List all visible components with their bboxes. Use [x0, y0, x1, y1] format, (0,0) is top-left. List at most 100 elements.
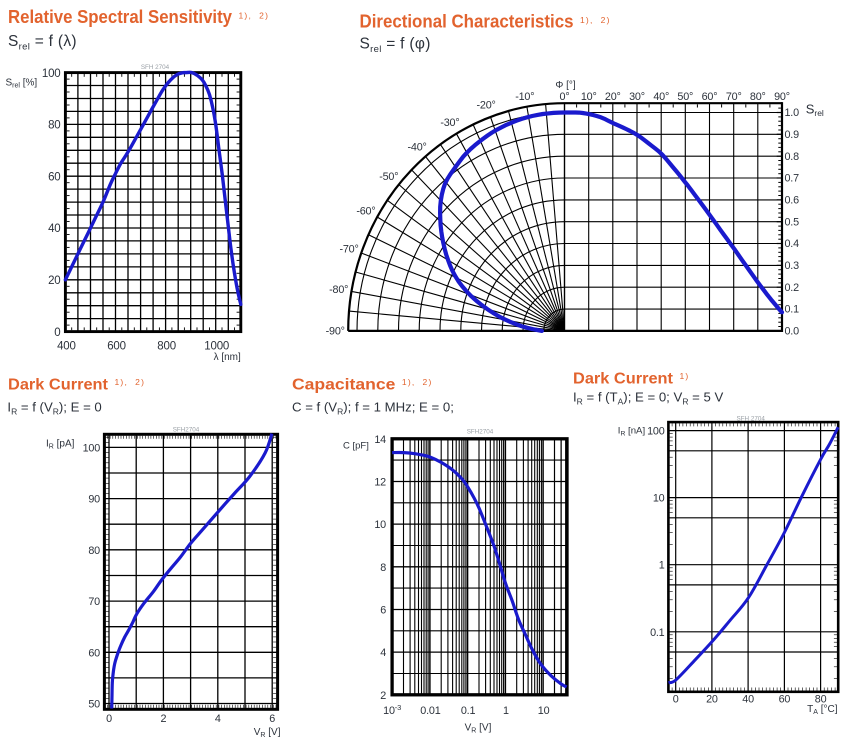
svg-text:10-3: 10-3 — [383, 703, 401, 717]
svg-text:0.5: 0.5 — [785, 216, 800, 228]
svg-text:SFH2704: SFH2704 — [173, 427, 200, 434]
svg-text:Capacitance: Capacitance — [292, 376, 396, 393]
svg-text:0.6: 0.6 — [785, 195, 800, 207]
svg-text:40: 40 — [742, 694, 754, 706]
svg-text:20: 20 — [48, 275, 60, 287]
svg-text:TA [°C]: TA [°C] — [807, 704, 838, 716]
svg-text:SFH 2704: SFH 2704 — [737, 416, 766, 423]
svg-text:100: 100 — [42, 68, 61, 80]
svg-text:Srel [%]: Srel [%] — [6, 78, 38, 90]
svg-text:0.0: 0.0 — [785, 326, 800, 338]
svg-text:12: 12 — [374, 477, 386, 489]
svg-text:SFH 2704: SFH 2704 — [141, 64, 170, 71]
svg-text:SFH2704: SFH2704 — [467, 429, 494, 436]
svg-text:80°: 80° — [750, 91, 766, 103]
svg-text:20°: 20° — [605, 91, 621, 103]
svg-text:8: 8 — [380, 562, 386, 574]
svg-text:1000: 1000 — [204, 341, 229, 353]
svg-text:14: 14 — [374, 434, 386, 446]
svg-text:60: 60 — [48, 171, 60, 183]
svg-text:4: 4 — [380, 647, 386, 659]
svg-text:60°: 60° — [702, 91, 718, 103]
svg-text:IR​ = f (TA​); E = 0; VR​ = 5: IR​ = f (TA​); E = 0; VR​ = 5 V — [573, 389, 723, 406]
svg-text:10: 10 — [374, 519, 386, 531]
svg-text:Srel​ = f (φ): Srel​ = f (φ) — [360, 36, 431, 56]
svg-text:1): 1) — [680, 371, 690, 381]
svg-text:80: 80 — [815, 694, 827, 706]
svg-text:C = f (VR​); f = 1 MHz; E = 0;: C = f (VR​); f = 1 MHz; E = 0; — [292, 399, 454, 416]
svg-text:50: 50 — [88, 699, 100, 711]
svg-text:20: 20 — [706, 694, 718, 706]
svg-text:0°: 0° — [560, 91, 570, 103]
svg-text:70°: 70° — [726, 91, 742, 103]
svg-text:0.01: 0.01 — [420, 705, 440, 717]
svg-text:10: 10 — [653, 493, 665, 505]
svg-text:2: 2 — [380, 690, 386, 702]
svg-text:Srel​ = f (λ): Srel​ = f (λ) — [8, 33, 77, 53]
svg-text:60: 60 — [779, 694, 791, 706]
svg-text:90: 90 — [88, 494, 100, 506]
svg-text:80: 80 — [48, 120, 60, 132]
svg-text:-20°: -20° — [477, 100, 496, 112]
svg-text:400: 400 — [57, 341, 76, 353]
svg-text:1), 2): 1), 2) — [402, 377, 433, 387]
svg-text:600: 600 — [107, 341, 126, 353]
svg-text:10°: 10° — [581, 91, 597, 103]
svg-text:IR [pA]: IR [pA] — [46, 438, 75, 450]
svg-text:Dark Current: Dark Current — [8, 376, 108, 393]
svg-text:800: 800 — [157, 341, 176, 353]
svg-text:0: 0 — [673, 694, 679, 706]
svg-text:0: 0 — [106, 713, 112, 725]
svg-text:Dark Current: Dark Current — [573, 371, 673, 388]
svg-text:IR [nA]: IR [nA] — [618, 426, 645, 438]
svg-text:100: 100 — [83, 442, 101, 454]
svg-text:6: 6 — [269, 713, 275, 725]
svg-text:1.0: 1.0 — [785, 107, 800, 119]
svg-text:-90°: -90° — [326, 326, 345, 338]
svg-text:0.1: 0.1 — [461, 705, 476, 717]
svg-text:-60°: -60° — [356, 205, 375, 217]
svg-text:VR [V]: VR [V] — [465, 723, 492, 735]
svg-text:λ [nm]: λ [nm] — [214, 352, 241, 363]
svg-text:40: 40 — [48, 223, 60, 235]
svg-text:0.8: 0.8 — [785, 151, 800, 163]
svg-text:-50°: -50° — [379, 171, 398, 183]
svg-text:Srel: Srel — [806, 101, 824, 118]
svg-text:-10°: -10° — [515, 91, 534, 103]
svg-text:Φ [°]: Φ [°] — [555, 80, 576, 91]
svg-text:1), 2): 1), 2) — [115, 377, 146, 387]
svg-text:70: 70 — [88, 596, 100, 608]
svg-text:0: 0 — [54, 327, 60, 339]
svg-text:2: 2 — [160, 713, 166, 725]
svg-text:90°: 90° — [774, 91, 790, 103]
svg-text:40°: 40° — [653, 91, 669, 103]
svg-text:0.1: 0.1 — [650, 627, 665, 639]
svg-text:Directional Characteristics: Directional Characteristics — [360, 11, 574, 31]
svg-text:50°: 50° — [677, 91, 693, 103]
svg-text:30°: 30° — [629, 91, 645, 103]
svg-text:VR [V]: VR [V] — [254, 727, 281, 739]
svg-text:100: 100 — [647, 426, 665, 438]
svg-text:1), 2): 1), 2) — [239, 11, 270, 21]
svg-text:1), 2): 1), 2) — [580, 15, 611, 25]
svg-text:-70°: -70° — [339, 243, 358, 255]
svg-text:10: 10 — [538, 705, 550, 717]
svg-text:-80°: -80° — [329, 284, 348, 296]
svg-text:C [pF]: C [pF] — [343, 441, 369, 452]
svg-text:0.3: 0.3 — [785, 260, 800, 272]
svg-text:60: 60 — [88, 647, 100, 659]
svg-text:0.9: 0.9 — [785, 129, 800, 141]
svg-text:-30°: -30° — [440, 117, 459, 129]
svg-text:80: 80 — [88, 545, 100, 557]
svg-text:1: 1 — [503, 705, 509, 717]
svg-text:0.4: 0.4 — [785, 238, 800, 250]
svg-text:0.1: 0.1 — [785, 304, 800, 316]
svg-text:Relative Spectral Sensitivity: Relative Spectral Sensitivity — [8, 7, 232, 27]
svg-text:0.7: 0.7 — [785, 173, 800, 185]
svg-text:4: 4 — [215, 713, 221, 725]
svg-text:IR​ = f (VR​); E = 0: IR​ = f (VR​); E = 0 — [7, 399, 101, 416]
svg-text:-40°: -40° — [408, 141, 427, 153]
svg-text:0.2: 0.2 — [785, 282, 800, 294]
svg-text:1: 1 — [659, 560, 665, 572]
svg-text:6: 6 — [380, 605, 386, 617]
